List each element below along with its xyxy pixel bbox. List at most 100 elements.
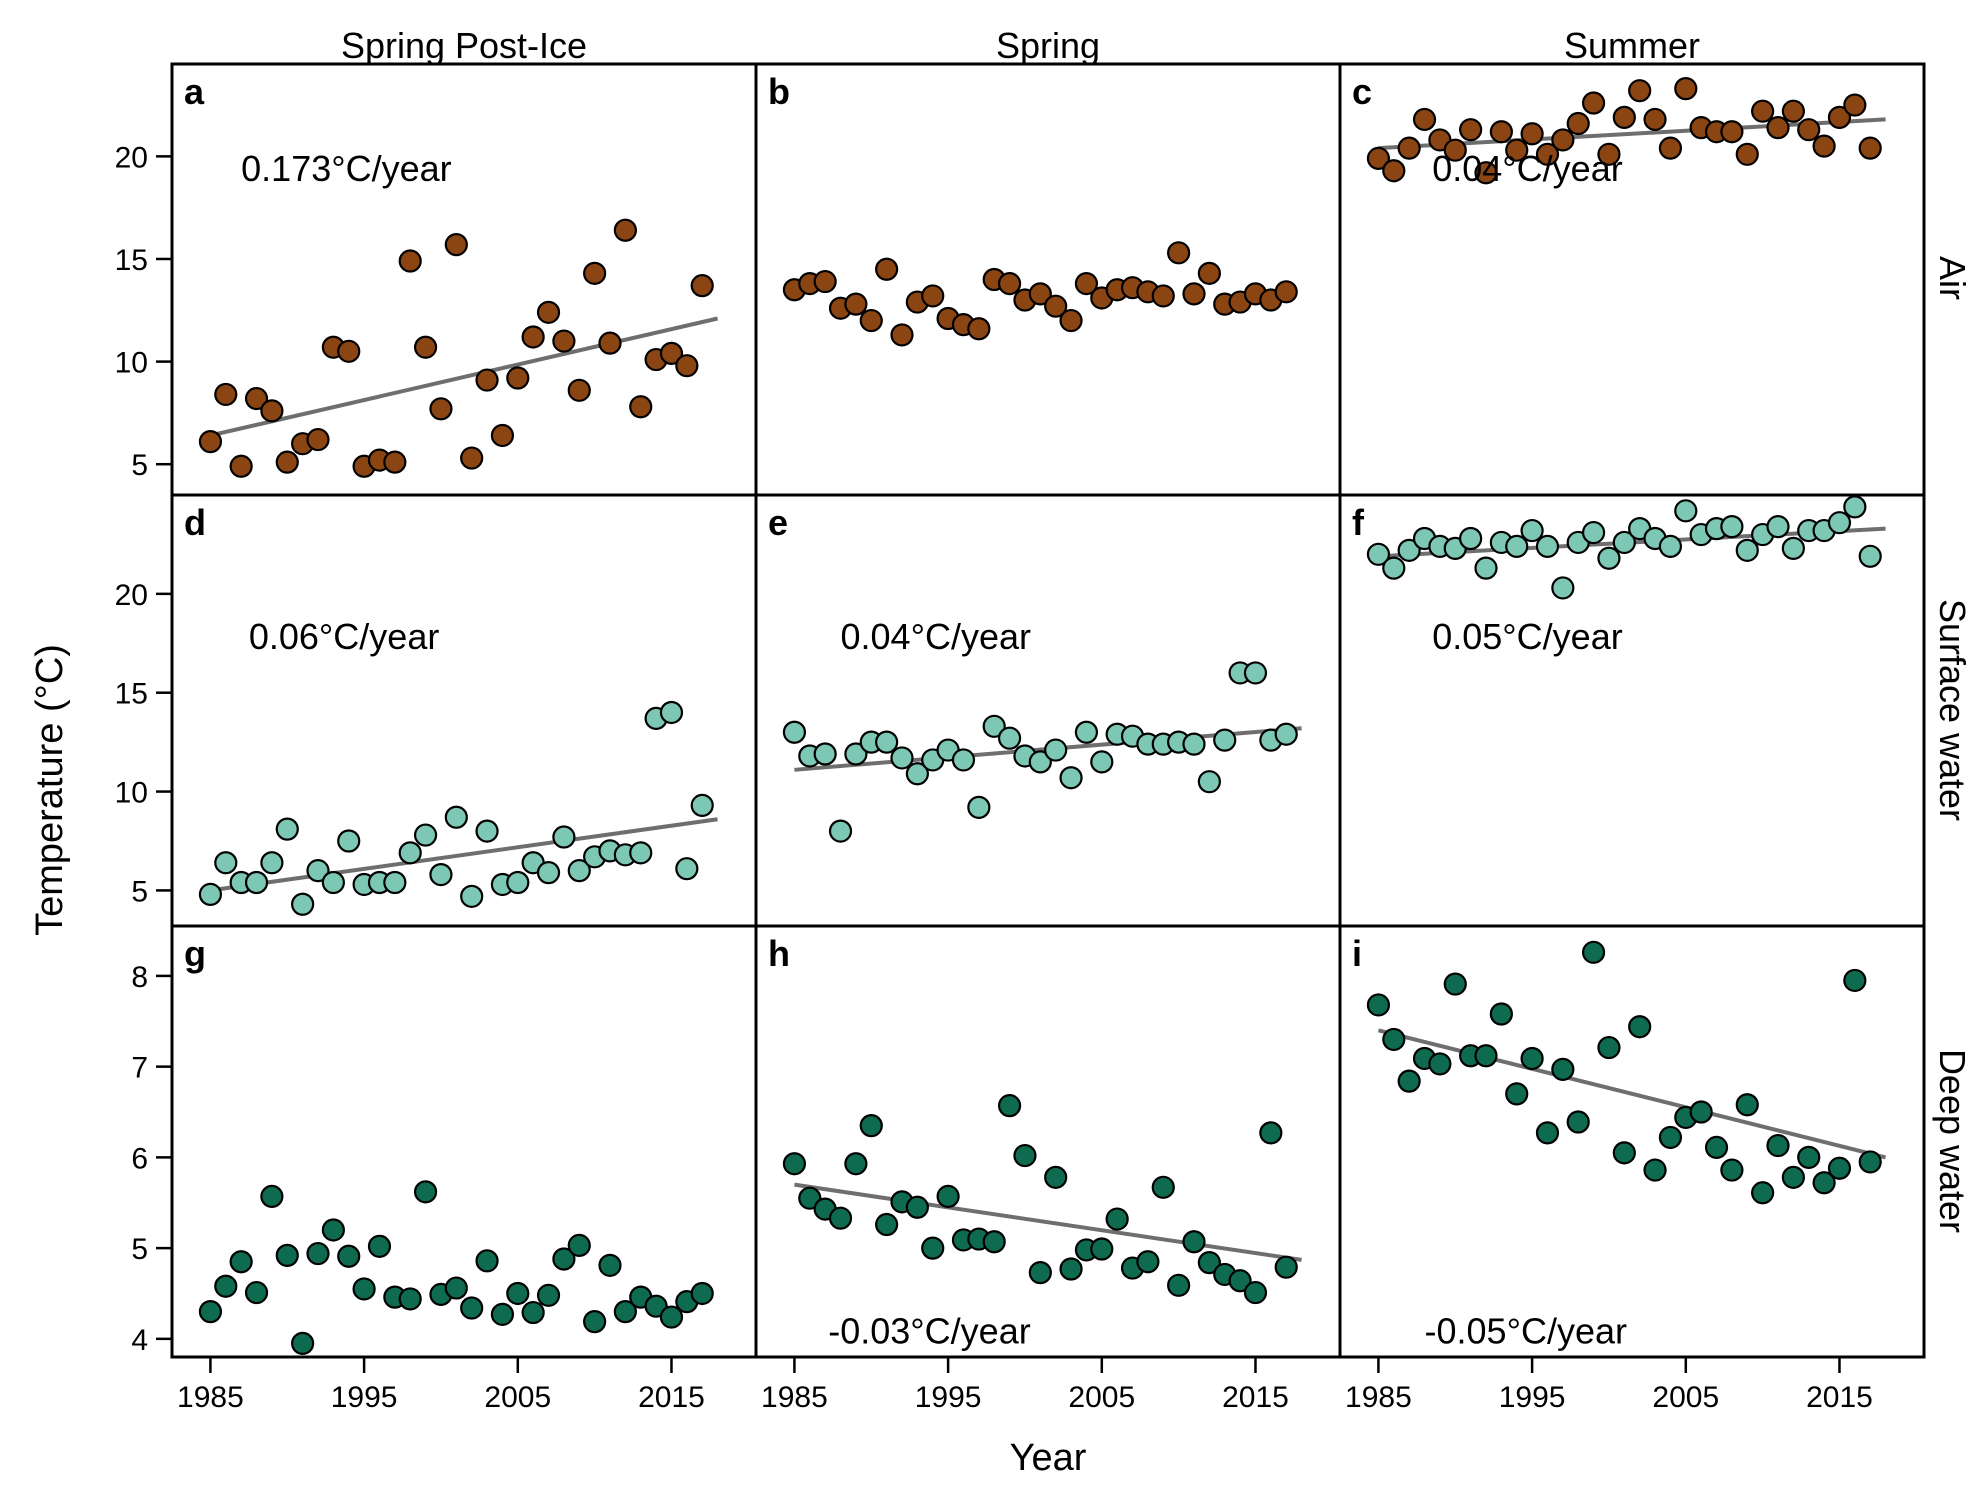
data-point [552, 329, 576, 353]
data-point [982, 714, 1006, 738]
data-point [275, 817, 299, 841]
y-tick-label: 15 [115, 244, 148, 277]
data-point [1474, 1044, 1498, 1068]
trend-annotation: 0.05°C/year [1432, 616, 1623, 657]
data-point [1735, 538, 1759, 562]
data-point [244, 1280, 269, 1305]
data-point [1674, 77, 1698, 101]
data-point [1827, 511, 1852, 535]
data-point [1781, 536, 1805, 560]
data-point [1182, 1230, 1206, 1254]
data-point [890, 323, 914, 347]
data-point [1612, 1141, 1636, 1165]
data-point [1059, 1257, 1083, 1281]
data-point [690, 793, 714, 817]
y-tick-label: 5 [131, 449, 148, 482]
data-point [1827, 1156, 1852, 1180]
data-point [536, 861, 561, 885]
data-point [567, 378, 591, 402]
panels-layer: 5 10 15 20 a 0.173°C/year b c 0.04°C/year 5 10 15 20… [115, 62, 1926, 1414]
x-tick-label: 2015 [1222, 1381, 1289, 1414]
data-point [337, 1244, 361, 1268]
data-point [1843, 495, 1867, 519]
trend-annotation: 0.04°C/year [841, 616, 1032, 657]
data-point [475, 368, 499, 392]
data-point [1197, 261, 1221, 285]
data-point [1136, 1250, 1160, 1274]
data-point [1428, 1052, 1452, 1076]
data-point [321, 1218, 345, 1242]
data-point [567, 1233, 591, 1257]
data-point [583, 261, 607, 285]
panel-letter: b [768, 71, 790, 112]
y-tick-label: 4 [131, 1324, 148, 1357]
data-point [967, 795, 991, 819]
data-point [1858, 544, 1882, 568]
data-point [1028, 282, 1052, 306]
data-point [260, 1184, 284, 1208]
data-point [1674, 499, 1698, 523]
data-point [506, 1281, 530, 1306]
data-point [383, 870, 407, 895]
trend-line [209, 316, 719, 438]
data-point [1843, 93, 1867, 117]
data-point [536, 300, 561, 324]
data-point [337, 339, 361, 363]
data-point [1781, 1165, 1805, 1189]
data-point [198, 882, 223, 906]
data-point [552, 1247, 576, 1271]
panel-h: 1985 1995 2005 2015 h -0.03°C/year [754, 924, 1342, 1414]
data-point [1197, 770, 1221, 794]
data-point [1044, 1165, 1068, 1189]
data-point [1228, 1269, 1252, 1293]
data-point [1781, 99, 1805, 123]
data-point [444, 233, 468, 257]
y-tick-label: 10 [115, 777, 148, 810]
data-point [1044, 738, 1068, 762]
data-point [260, 851, 284, 875]
data-point [875, 730, 899, 754]
data-point [214, 851, 238, 875]
panel-frame [170, 62, 758, 497]
data-point [306, 1241, 330, 1266]
panel-letter: e [768, 502, 788, 543]
data-point [1366, 993, 1391, 1017]
trend-line [794, 1182, 1302, 1262]
x-tick-label: 1985 [177, 1381, 244, 1414]
data-point [1397, 1069, 1421, 1093]
data-point [1812, 134, 1836, 158]
panel-letter: h [768, 933, 790, 974]
data-point [1013, 1143, 1037, 1168]
data-point [1628, 79, 1652, 103]
data-point [198, 430, 223, 454]
data-point [1581, 940, 1606, 964]
data-point [506, 366, 530, 390]
data-point [413, 823, 438, 847]
x-tick-label: 2015 [638, 1381, 705, 1414]
data-point [1766, 1133, 1790, 1158]
panel-letter: f [1352, 502, 1365, 543]
row-title-surface-water: Surface water [1932, 599, 1973, 821]
trend-annotation: -0.03°C/year [828, 1310, 1030, 1351]
data-point [1489, 1002, 1513, 1026]
data-point [1182, 282, 1206, 306]
data-point [598, 1253, 622, 1277]
data-point [659, 1305, 684, 1329]
data-point [951, 748, 976, 772]
data-point [997, 1094, 1022, 1118]
data-point [275, 450, 299, 474]
data-point [367, 1234, 392, 1258]
data-point [905, 762, 929, 786]
data-point [1474, 161, 1498, 185]
x-tick-label: 1995 [915, 1381, 982, 1414]
data-point [1812, 1171, 1836, 1195]
data-point [598, 331, 622, 355]
panel-letter: g [184, 933, 206, 974]
data-point [1459, 526, 1483, 551]
data-point [1489, 120, 1513, 144]
data-point [536, 1283, 561, 1307]
x-axis-label: Year [1010, 1437, 1087, 1479]
data-point [1520, 122, 1544, 146]
data-point [1858, 136, 1882, 160]
data-point [813, 742, 837, 766]
